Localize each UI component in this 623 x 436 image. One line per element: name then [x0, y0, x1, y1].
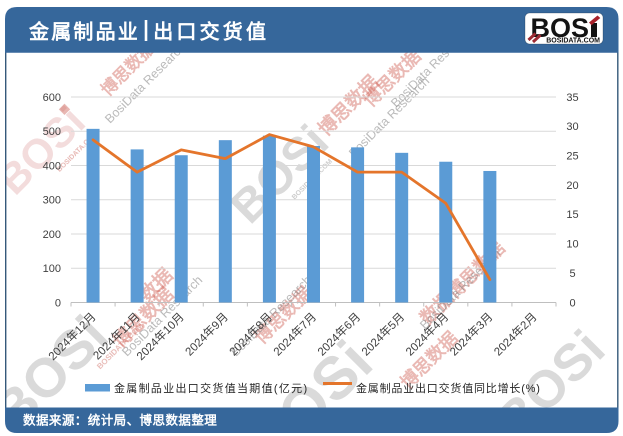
svg-text:数据来源：统计局、博思数据整理: 数据来源：统计局、博思数据整理	[22, 413, 217, 428]
svg-text:20: 20	[566, 180, 578, 192]
svg-text:BOS: BOS	[531, 13, 590, 43]
svg-text:0: 0	[569, 297, 575, 309]
svg-text:出口交货值: 出口交货值	[153, 20, 269, 44]
svg-text:30: 30	[566, 121, 578, 133]
svg-text:400: 400	[43, 160, 61, 172]
svg-text:0: 0	[55, 297, 61, 309]
svg-text:15: 15	[566, 209, 578, 221]
svg-text:100: 100	[43, 263, 61, 275]
svg-text:2024年5月: 2024年5月	[359, 310, 408, 359]
svg-text:300: 300	[43, 195, 61, 207]
svg-text:2024年3月: 2024年3月	[447, 310, 496, 359]
svg-text:5: 5	[569, 268, 575, 280]
svg-text:2024年9月: 2024年9月	[182, 310, 231, 359]
svg-text:BOSIDATA.COM: BOSIDATA.COM	[546, 38, 600, 45]
svg-text:2024年2月: 2024年2月	[491, 310, 540, 359]
svg-text:600: 600	[43, 92, 61, 104]
svg-text:200: 200	[43, 229, 61, 241]
svg-text:25: 25	[566, 151, 578, 163]
svg-text:10: 10	[566, 239, 578, 251]
svg-text:金属制品业: 金属制品业	[28, 20, 140, 44]
svg-text:500: 500	[43, 126, 61, 138]
svg-text:金属制品业出口交货值同比增长(%): 金属制品业出口交货值同比增长(%)	[356, 381, 541, 395]
svg-text:金属制品业出口交货值当期值(亿元): 金属制品业出口交货值当期值(亿元)	[114, 381, 308, 395]
svg-text:35: 35	[566, 92, 578, 104]
